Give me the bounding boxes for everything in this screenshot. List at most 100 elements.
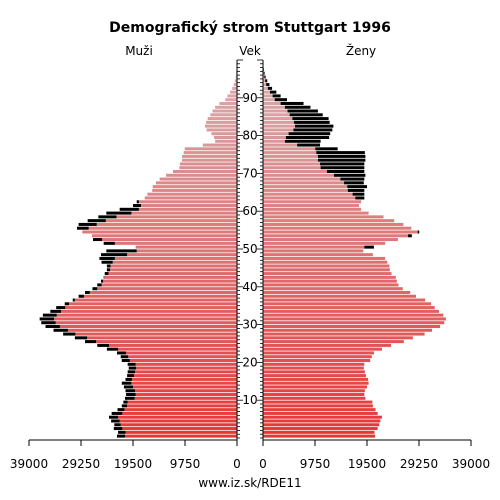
female-bar-age-4 bbox=[263, 419, 381, 423]
male-bar-age-70 bbox=[173, 170, 237, 174]
female-bar-age-51 bbox=[263, 241, 386, 245]
male-excess-bar-age-52 bbox=[93, 238, 103, 242]
male-bar-age-44 bbox=[110, 268, 237, 272]
female-bar-age-25 bbox=[263, 340, 404, 344]
age-tick-label-50: 50 bbox=[242, 242, 257, 256]
male-excess-bar-age-23 bbox=[106, 347, 119, 351]
age-tick-label-30: 30 bbox=[242, 318, 257, 332]
female-bar-age-29 bbox=[263, 324, 441, 328]
male-excess-bar-age-2 bbox=[113, 427, 123, 431]
male-bar-age-27 bbox=[75, 332, 238, 336]
female-bar-age-75 bbox=[263, 151, 317, 155]
male-bar-age-45 bbox=[110, 264, 237, 268]
male-bar-age-15 bbox=[131, 377, 237, 381]
male-excess-bar-age-45 bbox=[106, 264, 111, 268]
female-bar-age-0 bbox=[263, 434, 375, 438]
female-bar-age-12 bbox=[263, 389, 365, 393]
female-bar-age-55 bbox=[263, 226, 412, 230]
female-bar-age-3 bbox=[263, 423, 380, 427]
female-bar-age-70 bbox=[263, 170, 327, 174]
female-excess-bar-age-85 bbox=[289, 113, 323, 117]
female-excess-bar-age-95 bbox=[264, 75, 266, 79]
male-excess-bar-age-35 bbox=[64, 302, 69, 306]
male-bar-age-89 bbox=[225, 98, 237, 102]
male-excess-bar-age-5 bbox=[109, 415, 119, 419]
female-bar-age-67 bbox=[263, 181, 345, 185]
male-bar-age-43 bbox=[108, 272, 237, 276]
female-bar-age-38 bbox=[263, 290, 411, 294]
male-excess-bar-age-8 bbox=[121, 404, 128, 408]
male-excess-bar-age-16 bbox=[127, 374, 135, 378]
age-tick-label-70: 70 bbox=[242, 166, 257, 180]
left-side-label: Muži bbox=[125, 44, 153, 58]
female-bar-age-21 bbox=[263, 355, 372, 359]
male-excess-bar-age-13 bbox=[123, 385, 133, 389]
male-bar-age-0 bbox=[125, 434, 237, 438]
male-excess-bar-age-11 bbox=[126, 393, 136, 397]
female-bar-age-86 bbox=[263, 109, 288, 113]
male-excess-bar-age-21 bbox=[120, 355, 129, 359]
female-bar-age-9 bbox=[263, 400, 373, 404]
male-bar-age-39 bbox=[97, 287, 238, 291]
female-excess-bar-age-82 bbox=[295, 124, 334, 128]
female-bar-age-33 bbox=[263, 309, 439, 313]
male-bar-age-68 bbox=[159, 177, 237, 181]
male-bar-age-53 bbox=[91, 234, 238, 238]
male-bar-age-95 bbox=[235, 75, 237, 79]
left-x-tick-label: 0 bbox=[233, 457, 241, 471]
male-bar-age-50 bbox=[135, 245, 237, 249]
female-excess-bar-age-69 bbox=[333, 173, 366, 177]
male-bar-age-66 bbox=[152, 185, 237, 189]
male-bar-age-23 bbox=[118, 347, 237, 351]
male-bar-age-14 bbox=[131, 381, 237, 385]
male-excess-bar-age-9 bbox=[123, 400, 128, 404]
female-excess-bar-age-91 bbox=[269, 90, 277, 94]
male-excess-bar-age-36 bbox=[72, 298, 75, 302]
male-excess-bar-age-10 bbox=[125, 396, 135, 400]
female-bar-age-77 bbox=[263, 143, 298, 147]
female-excess-bar-age-92 bbox=[267, 86, 273, 90]
male-bar-age-82 bbox=[205, 124, 237, 128]
male-bar-age-56 bbox=[96, 222, 237, 226]
male-bar-age-81 bbox=[206, 128, 237, 132]
female-bar-age-69 bbox=[263, 173, 334, 177]
male-bar-age-59 bbox=[131, 211, 237, 215]
right-x-tick-label: 9750 bbox=[300, 457, 331, 471]
male-bar-age-94 bbox=[234, 79, 237, 83]
male-bar-age-10 bbox=[134, 396, 237, 400]
female-excess-bar-age-77 bbox=[297, 143, 321, 147]
age-tick-label-40: 40 bbox=[242, 280, 257, 294]
male-bar-age-77 bbox=[202, 143, 237, 147]
female-excess-bar-age-86 bbox=[287, 109, 318, 113]
male-bar-age-3 bbox=[120, 423, 237, 427]
female-bar-age-14 bbox=[263, 381, 369, 385]
male-bar-age-9 bbox=[127, 400, 237, 404]
female-excess-bar-age-80 bbox=[288, 132, 331, 136]
female-excess-bar-age-54 bbox=[417, 230, 420, 234]
male-bar-age-71 bbox=[179, 166, 237, 170]
female-bar-age-92 bbox=[263, 86, 268, 90]
female-bar-age-87 bbox=[263, 105, 285, 109]
right-x-tick-label: 19500 bbox=[348, 457, 386, 471]
male-bar-age-40 bbox=[101, 283, 237, 287]
female-bar-age-79 bbox=[263, 135, 286, 139]
female-bar-age-16 bbox=[263, 374, 366, 378]
male-excess-bar-age-46 bbox=[101, 260, 113, 264]
male-bar-age-36 bbox=[74, 298, 238, 302]
male-bar-age-31 bbox=[54, 317, 237, 321]
male-bar-age-13 bbox=[133, 385, 237, 389]
female-excess-bar-age-76 bbox=[315, 147, 338, 151]
female-bar-age-78 bbox=[263, 139, 285, 143]
female-bar-age-15 bbox=[263, 377, 369, 381]
male-bar-age-58 bbox=[116, 215, 237, 219]
male-bar-age-73 bbox=[182, 158, 237, 162]
male-bar-age-62 bbox=[138, 200, 237, 204]
female-excess-bar-age-83 bbox=[293, 120, 330, 124]
female-excess-bar-age-72 bbox=[320, 162, 365, 166]
female-bar-age-76 bbox=[263, 147, 316, 151]
female-bar-age-10 bbox=[263, 396, 366, 400]
male-excess-bar-age-15 bbox=[125, 377, 132, 381]
male-excess-bar-age-61 bbox=[133, 204, 141, 208]
right-x-tick-label: 0 bbox=[259, 457, 267, 471]
